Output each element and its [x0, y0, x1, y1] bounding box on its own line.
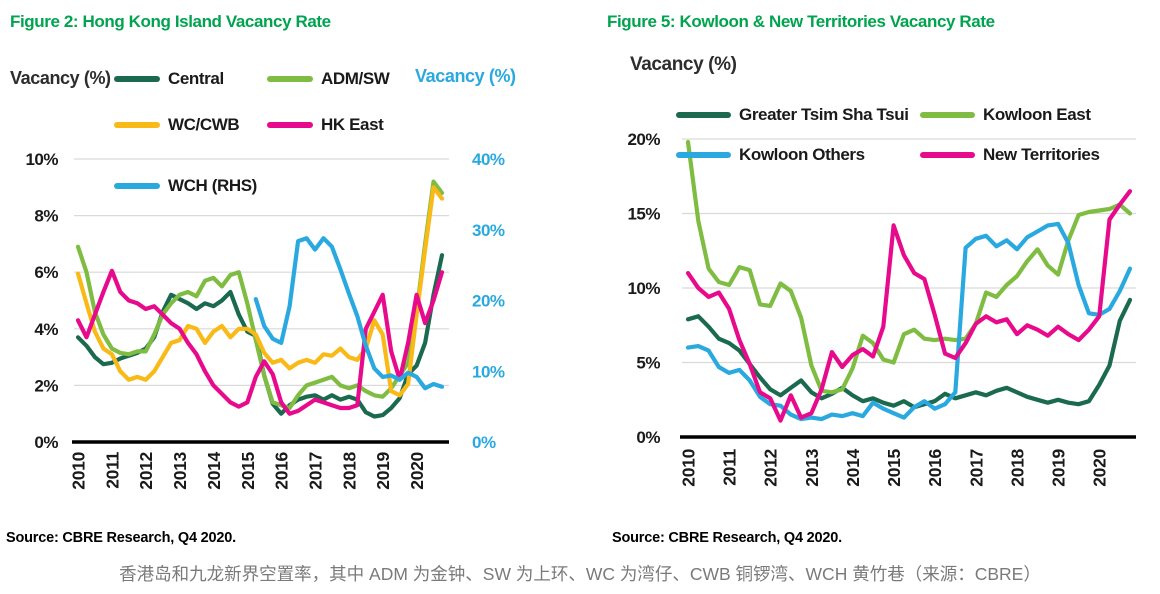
legend-item-hk-east: HK East	[267, 114, 384, 136]
figure2-left-axis-title: Vacancy (%)	[10, 68, 111, 88]
x-axis-year-label: 2020	[1090, 448, 1110, 486]
legend-label-wc-cwb: WC/CWB	[168, 115, 240, 134]
adm-sw-line-swatch	[267, 76, 313, 82]
y-axis-tick-label: 20%	[627, 130, 660, 149]
x-axis-year-label: 2012	[136, 451, 156, 489]
x-axis-year-label: 2016	[272, 451, 292, 489]
series-line-new-territories	[685, 189, 1133, 423]
x-axis-year-label: 2015	[238, 451, 258, 489]
x-axis-year-label: 2014	[204, 451, 224, 489]
greater-tst-line-swatch	[676, 112, 731, 118]
legend-label-kowloon-others: Kowloon Others	[739, 145, 865, 164]
figure2-right-axis-title: Vacancy (%)	[415, 66, 516, 86]
series-line-kowloon-others	[685, 221, 1133, 422]
series-line-wch-rhs	[253, 236, 445, 391]
x-axis-year-label: 2015	[884, 448, 904, 486]
wc-cwb-line-swatch	[114, 122, 160, 128]
y-axis-tick-label: 10%	[25, 150, 58, 169]
x-axis-year-label: 2010	[69, 451, 89, 489]
right-y-axis-tick-label: 30%	[472, 221, 505, 240]
x-axis-year-label: 2011	[720, 448, 740, 485]
y-axis-tick-label: 10%	[627, 279, 660, 298]
x-axis-year-label: 2017	[306, 452, 326, 490]
legend-label-adm-sw: ADM/SW	[321, 69, 390, 88]
figure5-axis-title: Vacancy (%)	[630, 54, 737, 75]
legend-item-greater-tst: Greater Tsim Sha Tsui	[676, 104, 909, 126]
x-axis-year-label: 2010	[679, 448, 699, 486]
legend-item-central: Central	[114, 68, 224, 90]
legend-item-new-territories: New Territories	[920, 144, 1100, 166]
figure5-title: Figure 5: Kowloon & New Territories Vaca…	[607, 12, 995, 31]
legend-item-adm-sw: ADM/SW	[267, 68, 390, 90]
figure5-source: Source: CBRE Research, Q4 2020.	[612, 530, 842, 546]
y-axis-tick-label: 6%	[34, 263, 58, 282]
x-axis-year-label: 2016	[925, 448, 945, 486]
y-axis-tick-label: 5%	[636, 354, 660, 373]
central-line-swatch	[114, 76, 160, 82]
new-territories-line-swatch	[920, 152, 975, 158]
y-axis-tick-label: 0%	[636, 428, 660, 447]
figure2-title: Figure 2: Hong Kong Island Vacancy Rate	[10, 12, 331, 31]
legend-item-kowloon-east: Kowloon East	[920, 104, 1091, 126]
hk-east-line-swatch	[267, 122, 313, 128]
legend-label-new-territories: New Territories	[983, 145, 1100, 164]
legend-item-kowloon-others: Kowloon Others	[676, 144, 865, 166]
y-axis-tick-label: 4%	[34, 320, 58, 339]
x-axis-year-label: 2017	[966, 449, 986, 487]
right-y-axis-tick-label: 40%	[472, 150, 505, 169]
y-axis-tick-label: 15%	[627, 205, 660, 224]
legend-label-kowloon-east: Kowloon East	[983, 105, 1091, 124]
series-line-greater-tsim-sha-tsui	[685, 297, 1133, 410]
x-axis-year-label: 2018	[1007, 448, 1027, 486]
x-axis-year-label: 2019	[373, 451, 393, 489]
x-axis-year-label: 2020	[407, 451, 427, 489]
right-y-axis-tick-label: 20%	[472, 292, 505, 311]
x-axis-year-label: 2011	[102, 451, 122, 488]
right-y-axis-tick-label: 10%	[472, 362, 505, 381]
kowloon-others-line-swatch	[676, 152, 731, 158]
x-axis-year-label: 2013	[170, 451, 190, 489]
series-line-hk-east	[75, 268, 445, 416]
legend-item-wch: WCH (RHS)	[114, 175, 257, 197]
y-axis-tick-label: 0%	[34, 433, 58, 452]
x-axis-year-label: 2012	[761, 448, 781, 486]
x-axis-year-label: 2014	[843, 448, 863, 486]
series-line-kowloon-east	[685, 139, 1133, 395]
right-y-axis-tick-label: 0%	[472, 433, 496, 452]
x-axis-year-label: 2013	[802, 448, 822, 486]
y-axis-tick-label: 2%	[34, 376, 58, 395]
series-line-adm-sw	[75, 179, 445, 411]
legend-item-wc-cwb: WC/CWB	[114, 114, 240, 136]
series-line-wc-cwb	[75, 185, 445, 398]
figure2-source: Source: CBRE Research, Q4 2020.	[6, 530, 236, 546]
legend-label-hk-east: HK East	[321, 115, 384, 134]
legend-label-wch: WCH (RHS)	[168, 176, 257, 195]
x-axis-year-label: 2018	[339, 451, 359, 489]
legend-label-central: Central	[168, 69, 224, 88]
y-axis-tick-label: 8%	[34, 207, 58, 226]
wch-line-swatch	[114, 183, 160, 189]
kowloon-east-line-swatch	[920, 112, 975, 118]
x-axis-year-label: 2019	[1049, 448, 1069, 486]
legend-label-greater-tst: Greater Tsim Sha Tsui	[739, 105, 909, 124]
bottom-caption: 香港岛和九龙新界空置率，其中 ADM 为金钟、SW 为上环、WC 为湾仔、CWB…	[119, 564, 1041, 584]
